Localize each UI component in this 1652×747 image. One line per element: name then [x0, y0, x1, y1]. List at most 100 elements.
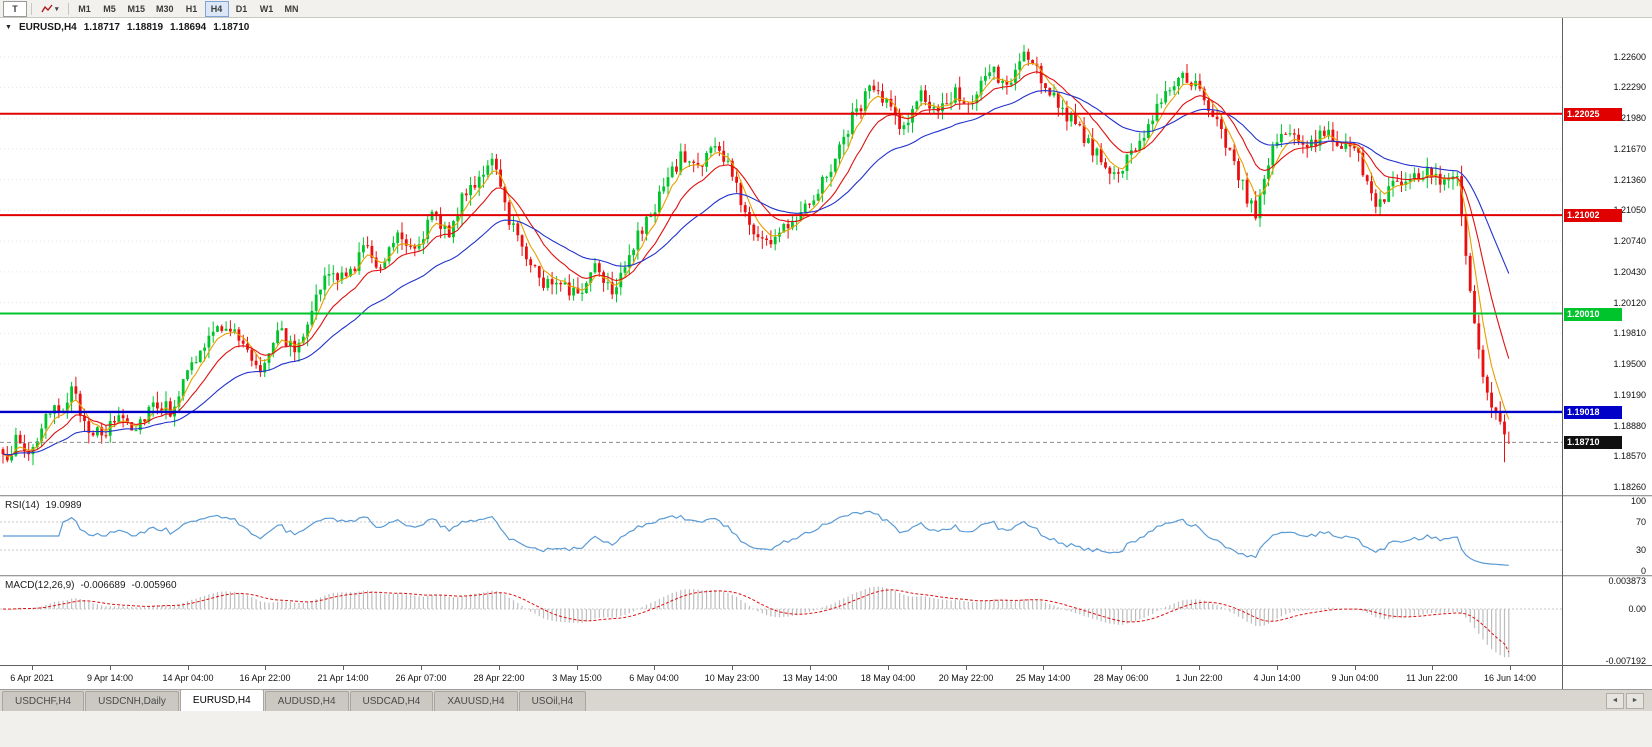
hline-price-badge: 1.22025 — [1564, 108, 1622, 121]
tab-usdcad-h4[interactable]: USDCAD,H4 — [349, 691, 434, 711]
macd-canvas[interactable] — [0, 577, 1562, 665]
tab-usdcnh-daily[interactable]: USDCNH,Daily — [85, 691, 179, 711]
tf-button-h4[interactable]: H4 — [204, 0, 229, 17]
tab-eurusd-h4[interactable]: EURUSD,H4 — [179, 689, 264, 711]
price-axis-label: 1.20740 — [1613, 236, 1646, 246]
macd-label: MACD(12,26,9) -0.006689 -0.005960 — [5, 580, 177, 591]
hline-price-badge: 1.20010 — [1564, 308, 1622, 321]
time-axis-label: 16 Apr 22:00 — [239, 673, 291, 683]
time-axis-label: 4 Jun 14:00 — [1253, 673, 1301, 683]
indicator-tool-button[interactable]: ▾ — [36, 1, 64, 17]
time-axis-label: 28 Apr 22:00 — [473, 673, 525, 683]
cursor-tool-button[interactable]: T — [3, 0, 27, 17]
chart-tabs: USDCHF,H4 USDCNH,Daily EURUSD,H4 AUDUSD,H4 U… — [2, 689, 587, 711]
scale-panel-divider — [1563, 575, 1652, 577]
ohlc-close: 1.18710 — [213, 22, 250, 33]
time-axis-label: 3 May 15:00 — [552, 673, 602, 683]
price-axis-label: 1.19500 — [1613, 359, 1646, 369]
ohlc-high: 1.18819 — [126, 22, 164, 33]
price-axis-label: 1.19810 — [1613, 328, 1646, 338]
time-axis-label: 16 Jun 14:00 — [1483, 673, 1537, 683]
time-axis-tick — [265, 666, 266, 670]
time-axis-tick — [188, 666, 189, 670]
rsi-label: RSI(14) 19.0989 — [5, 500, 82, 511]
time-axis-tick — [577, 666, 578, 670]
time-axis-label: 18 May 04:00 — [860, 673, 916, 683]
time-axis-tick — [421, 666, 422, 670]
time-axis-label: 13 May 14:00 — [782, 673, 838, 683]
macd-scale-label: 0.00 — [1628, 604, 1646, 614]
chart-symbol-label: EURUSD,H4 — [18, 22, 77, 33]
panel-divider[interactable] — [0, 575, 1562, 577]
price-axis-label: 1.21360 — [1613, 175, 1646, 185]
tf-button-m30[interactable]: M30 — [156, 3, 174, 14]
time-axis-label: 9 Jun 04:00 — [1331, 673, 1379, 683]
scale-panel-divider — [1563, 495, 1652, 497]
time-axis-tick — [1043, 666, 1044, 670]
price-axis-label: 1.18570 — [1613, 451, 1646, 461]
price-axis-label: 1.20120 — [1613, 298, 1646, 308]
time-axis-label: 26 Apr 07:00 — [395, 673, 447, 683]
price-axis-label: 1.20430 — [1613, 267, 1646, 277]
symbol-dropdown-icon[interactable]: ▼ — [5, 24, 12, 31]
price-axis-label: 1.21980 — [1613, 113, 1646, 123]
price-axis-label: 1.22600 — [1613, 52, 1646, 62]
time-axis-tick — [32, 666, 33, 670]
tf-button-m1[interactable]: M1 — [78, 3, 91, 14]
time-axis-label: 20 May 22:00 — [938, 673, 994, 683]
rsi-scale-label: 100 — [1630, 496, 1646, 506]
time-axis-tick — [888, 666, 889, 670]
tab-audusd-h4[interactable]: AUDUSD,H4 — [264, 691, 349, 711]
time-axis-tick — [1432, 666, 1433, 670]
tabs-scroll-right-button[interactable]: ► — [1626, 692, 1644, 709]
time-axis-tick — [1510, 666, 1511, 670]
tabs-scroll-left-button[interactable]: ◄ — [1606, 692, 1624, 709]
time-axis-label: 1 Jun 22:00 — [1175, 673, 1223, 683]
price-chart-panel: ▼ EURUSD,H4 1.18717 1.18819 1.18694 1.18… — [0, 18, 1562, 495]
top-toolbar: T ▾ M1 M5 M15 M30 H1 H4 D1 W1 MN — [0, 0, 1652, 18]
time-axis[interactable]: 6 Apr 2021 9 Apr 14:00 14 Apr 04:00 16 Apr … — [0, 665, 1562, 689]
tab-usoil-h4[interactable]: USOil,H4 — [518, 691, 587, 711]
timeframe-buttons: M1 M5 M15 M30 H1 H4 D1 W1 MN — [73, 0, 304, 17]
ohlc-open: 1.18717 — [83, 22, 120, 33]
rsi-scale-label: 0 — [1640, 566, 1646, 576]
macd-signal-value: -0.005960 — [131, 580, 177, 591]
toolbar-separator — [31, 2, 32, 15]
time-axis-tick — [732, 666, 733, 670]
rsi-scale-label: 70 — [1635, 517, 1646, 527]
time-axis-tick — [810, 666, 811, 670]
chevron-down-icon: ▾ — [55, 5, 59, 13]
rsi-panel: RSI(14) 19.0989 — [0, 497, 1562, 575]
tf-button-w1[interactable]: W1 — [259, 3, 274, 14]
chart-header: ▼ EURUSD,H4 1.18717 1.18819 1.18694 1.18… — [5, 22, 249, 33]
tab-usdchf-h4[interactable]: USDCHF,H4 — [2, 691, 85, 711]
price-axis-label: 1.18880 — [1613, 421, 1646, 431]
time-axis-tick — [1121, 666, 1122, 670]
time-axis-label: 14 Apr 04:00 — [162, 673, 214, 683]
macd-panel: MACD(12,26,9) -0.006689 -0.005960 — [0, 577, 1562, 665]
panel-divider[interactable] — [0, 495, 1562, 497]
rsi-value: 19.0989 — [45, 500, 82, 511]
time-axis-label: 11 Jun 22:00 — [1406, 673, 1458, 683]
price-axis-label: 1.21050 — [1613, 205, 1646, 215]
tf-button-mn[interactable]: MN — [284, 3, 299, 14]
price-chart-canvas[interactable] — [0, 18, 1562, 495]
tf-button-m5[interactable]: M5 — [103, 3, 116, 14]
time-axis-label: 25 May 14:00 — [1015, 673, 1071, 683]
status-strip — [0, 711, 1652, 747]
toolbar-separator — [67, 2, 69, 15]
time-axis-label: 6 Apr 2021 — [10, 673, 54, 683]
tab-xauusd-h4[interactable]: XAUUSD,H4 — [434, 691, 518, 711]
time-axis-tick — [499, 666, 500, 670]
rsi-canvas[interactable] — [0, 497, 1562, 575]
tf-button-h1[interactable]: H1 — [185, 3, 198, 14]
time-axis-tick — [343, 666, 344, 670]
tf-button-m15[interactable]: M15 — [127, 3, 146, 14]
price-scale[interactable]: 1.22600 1.22290 1.21980 1.21670 1.21360 1.210… — [1562, 18, 1652, 689]
time-axis-label: 28 May 06:00 — [1093, 673, 1149, 683]
zigzag-icon — [41, 4, 53, 12]
tf-button-d1[interactable]: D1 — [235, 3, 248, 14]
time-axis-tick — [654, 666, 655, 670]
time-axis-tick — [1199, 666, 1200, 670]
